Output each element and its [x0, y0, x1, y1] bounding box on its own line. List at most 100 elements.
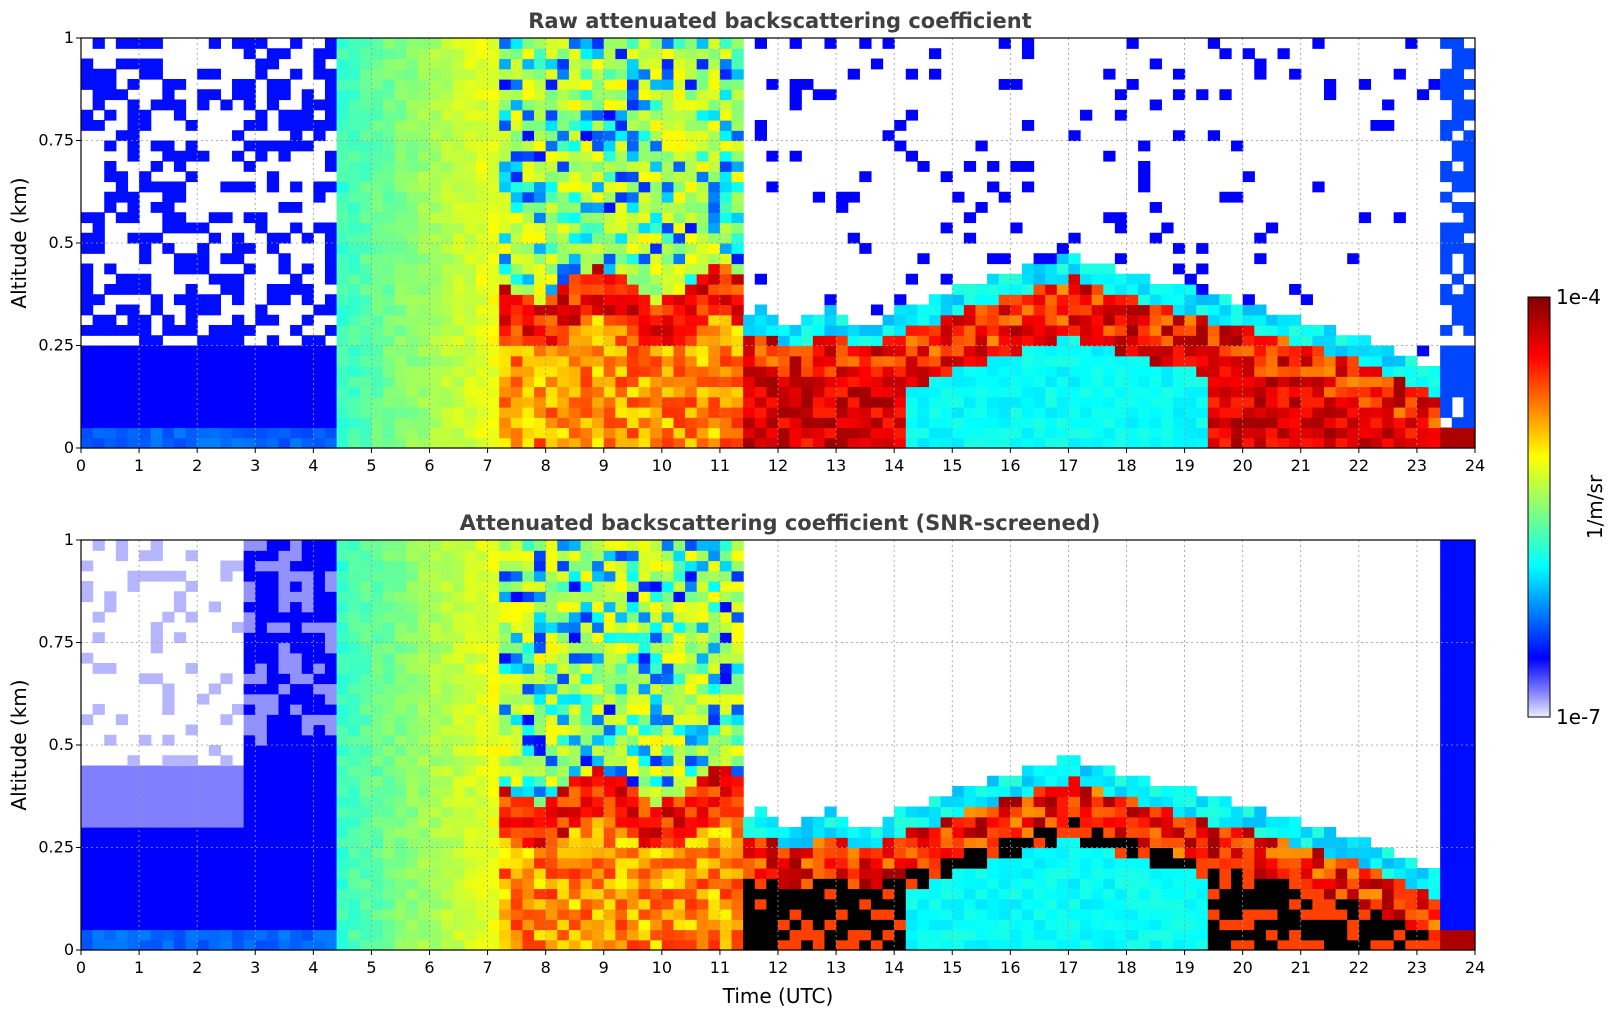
heatmap-cell: [627, 632, 639, 643]
heatmap-cell: [488, 212, 500, 223]
heatmap-cell: [569, 684, 581, 695]
heatmap-cell: [499, 940, 511, 951]
heatmap-cell: [104, 79, 116, 90]
heatmap-cell: [209, 212, 221, 223]
heatmap-cell: [290, 110, 302, 121]
heatmap-cell: [662, 356, 674, 367]
heatmap-cell: [360, 796, 372, 807]
heatmap-cell: [453, 120, 465, 131]
heatmap-cell: [592, 930, 604, 941]
heatmap-cell: [360, 550, 372, 561]
heatmap-cell: [267, 397, 279, 408]
heatmap-cell: [511, 878, 523, 889]
heatmap-cell: [650, 755, 662, 766]
heatmap-cell: [697, 315, 709, 326]
heatmap-cell: [639, 110, 651, 121]
heatmap-cell: [371, 243, 383, 254]
heatmap-cell: [639, 69, 651, 80]
heatmap-cell: [639, 909, 651, 920]
heatmap-cell: [615, 632, 627, 643]
heatmap-cell: [871, 335, 883, 346]
heatmap-cell: [93, 858, 105, 869]
heatmap-cell: [418, 335, 430, 346]
heatmap-cell: [406, 591, 418, 602]
heatmap-cell: [720, 110, 732, 121]
heatmap-cell: [244, 550, 256, 561]
heatmap-cell: [244, 858, 256, 869]
heatmap-cell: [406, 294, 418, 305]
heatmap-cell: [1196, 243, 1208, 254]
heatmap-cell: [209, 796, 221, 807]
heatmap-cell: [975, 366, 987, 377]
heatmap-cell: [1150, 284, 1162, 295]
heatmap-cell: [197, 848, 209, 859]
heatmap-cell: [790, 346, 802, 357]
heatmap-cell: [313, 387, 325, 398]
heatmap-cell: [987, 161, 999, 172]
heatmap-cell: [360, 110, 372, 121]
heatmap-cell: [418, 284, 430, 295]
heatmap-cell: [488, 387, 500, 398]
heatmap-cell: [418, 253, 430, 264]
heatmap-cell: [615, 643, 627, 654]
heatmap-cell: [476, 766, 488, 777]
heatmap-cell: [708, 59, 720, 70]
heatmap-cell: [987, 397, 999, 408]
heatmap-cell: [1185, 346, 1197, 357]
heatmap-cell: [917, 253, 929, 264]
heatmap-cell: [650, 438, 662, 449]
heatmap-cell: [1452, 69, 1464, 80]
heatmap-cell: [627, 161, 639, 172]
heatmap-cell: [766, 182, 778, 193]
heatmap-cell: [1022, 376, 1034, 387]
heatmap-cell: [453, 591, 465, 602]
heatmap-cell: [581, 223, 593, 234]
heatmap-cell: [708, 878, 720, 889]
heatmap-cell: [557, 171, 569, 182]
heatmap-cell: [371, 909, 383, 920]
heatmap-cell: [615, 284, 627, 295]
heatmap-cell: [348, 79, 360, 90]
heatmap-cell: [348, 837, 360, 848]
heatmap-cell: [813, 192, 825, 203]
heatmap-cell: [383, 571, 395, 582]
heatmap-cell: [1010, 305, 1022, 316]
heatmap-cell: [615, 346, 627, 357]
heatmap-cell: [232, 346, 244, 357]
heatmap-cell: [430, 387, 442, 398]
heatmap-cell: [1382, 356, 1394, 367]
heatmap-cell: [639, 294, 651, 305]
heatmap-cell: [1347, 407, 1359, 418]
heatmap-cell: [81, 653, 93, 664]
heatmap-cell: [197, 100, 209, 111]
heatmap-cell: [546, 417, 558, 428]
heatmap-cell: [464, 110, 476, 121]
heatmap-cell: [557, 622, 569, 633]
heatmap-cell: [697, 837, 709, 848]
heatmap-cell: [522, 366, 534, 377]
heatmap-cell: [302, 356, 314, 367]
heatmap-cell: [1336, 387, 1348, 398]
heatmap-cell: [441, 171, 453, 182]
heatmap-cell: [662, 909, 674, 920]
heatmap-cell: [337, 622, 349, 633]
heatmap-cell: [313, 100, 325, 111]
heatmap-cell: [464, 274, 476, 285]
heatmap-cell: [232, 407, 244, 418]
heatmap-cell: [1417, 407, 1429, 418]
heatmap-cell: [627, 550, 639, 561]
heatmap-cell: [430, 878, 442, 889]
heatmap-cell: [151, 766, 163, 777]
heatmap-cell: [522, 796, 534, 807]
heatmap-cell: [371, 663, 383, 674]
heatmap-cell: [627, 48, 639, 59]
heatmap-cell: [453, 253, 465, 264]
heatmap-cell: [395, 745, 407, 756]
heatmap-cell: [151, 837, 163, 848]
heatmap-cell: [662, 704, 674, 715]
heatmap-cell: [290, 786, 302, 797]
heatmap-cell: [453, 899, 465, 910]
heatmap-cell: [104, 889, 116, 900]
heatmap-cell: [1208, 130, 1220, 141]
